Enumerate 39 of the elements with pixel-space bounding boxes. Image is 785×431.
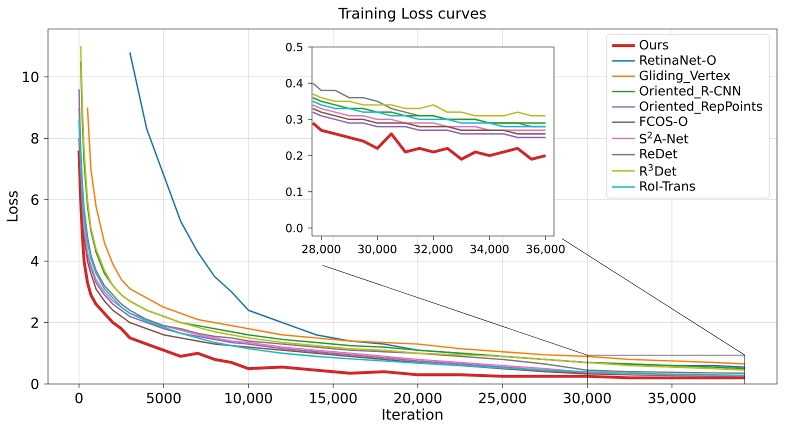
x-tick-label: 32,000: [414, 244, 452, 254]
x-tick-label: 30,000: [358, 244, 396, 254]
x-tick-label: 5000: [146, 392, 181, 404]
x-axis-title: Iteration: [382, 408, 442, 420]
x-tick-label: 10,000: [225, 392, 272, 405]
x-tick-label: 28,000: [302, 244, 340, 254]
legend-label: Oriented_RepPoints: [640, 101, 762, 114]
y-tick-label: 0.5: [286, 42, 302, 52]
y-tick-label: 6: [31, 194, 38, 206]
y-tick-label: 0.0: [286, 224, 303, 232]
legend-label: R$^{3}$Det: [640, 164, 676, 176]
y-tick-label: 10: [23, 72, 38, 82]
x-tick-label: 30,000: [564, 392, 611, 405]
y-tick-label: 8: [31, 133, 38, 144]
y-tick-label: 0.1: [286, 188, 302, 196]
line-series: [312, 122, 548, 161]
y-tick-label: 0.3: [286, 115, 302, 124]
x-tick-label: 0: [75, 392, 83, 404]
y-tick-label: 2: [31, 317, 38, 328]
x-tick-label: 36,000: [526, 244, 565, 254]
chart-title: Training Loss curves: [338, 7, 486, 22]
x-tick-label: 25,000: [479, 392, 526, 405]
legend-label: FCOS-O: [640, 116, 688, 126]
legend-label: ReDet: [640, 149, 678, 158]
legend-label: Gliding_Vertex: [640, 70, 730, 84]
legend-label: RoI-Trans: [640, 181, 696, 191]
x-tick-label: 35,000: [648, 392, 696, 405]
y-tick-label: 0.4: [286, 78, 303, 88]
y-tick-label: 0: [31, 378, 38, 390]
y-axis-title: Loss: [6, 191, 18, 222]
x-tick-label: 20,000: [394, 392, 442, 405]
y-tick-label: 0.2: [286, 151, 302, 160]
x-tick-label: 34,000: [470, 244, 509, 254]
y-tick-label: 4: [31, 256, 39, 266]
legend-label: RetinaNet-O: [640, 55, 716, 65]
legend-label: Oriented_R-CNN: [640, 86, 740, 98]
x-tick-label: 15,000: [310, 392, 357, 405]
legend-label: Ours: [640, 40, 668, 50]
legend-label: S$^{2}$A-Net: [640, 132, 688, 144]
